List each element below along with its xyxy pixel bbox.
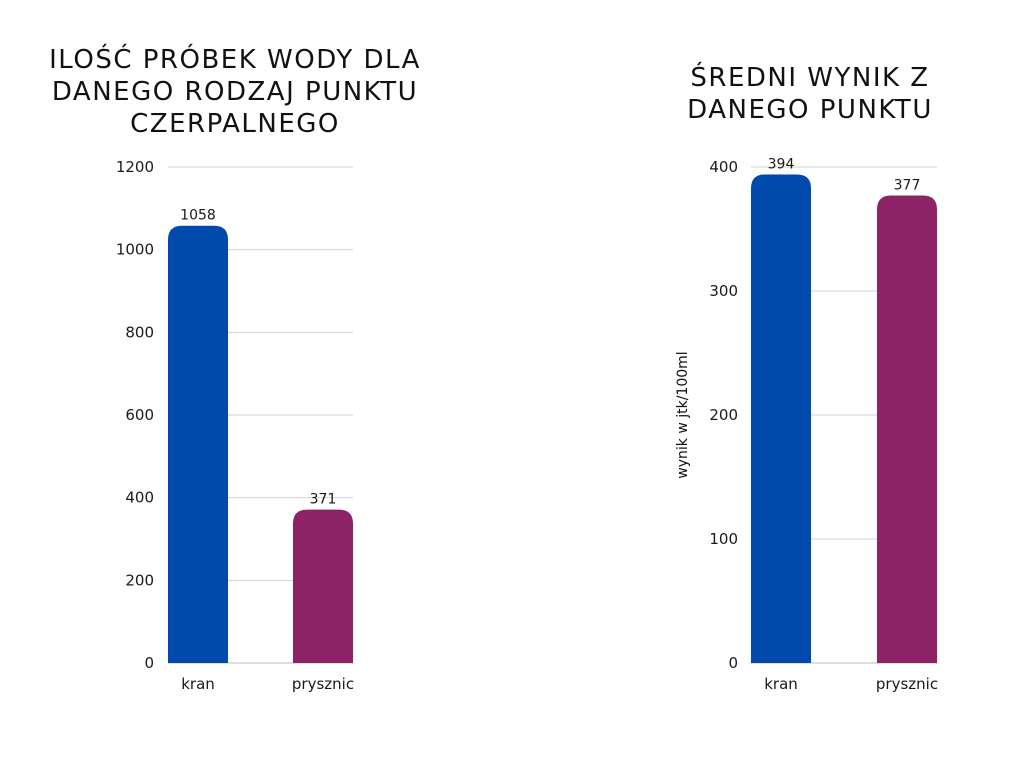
chart-2-y-tick-label: 0	[728, 654, 738, 672]
chart-2-title: ŚREDNI WYNIK Z DANEGO PUNKTU	[687, 63, 933, 125]
chart-2-y-tick-label: 300	[709, 282, 738, 300]
chart-2-y-tick-label: 200	[709, 406, 738, 424]
chart-1-title: ILOŚĆ PRÓBEK WODY DLA DANEGO RODZAJ PUNK…	[49, 45, 421, 139]
chart-1-y-tick-label: 200	[125, 571, 154, 589]
chart-2-category-label-kran: kran	[764, 675, 798, 693]
chart-2-data-label-prysznic: 377	[894, 178, 921, 194]
chart-1-bar-kran	[168, 225, 228, 663]
chart-1-y-tick-label: 1200	[116, 158, 154, 176]
chart-2-y-tick-label: 400	[709, 158, 738, 176]
chart-1-data-label-kran: 1058	[180, 208, 216, 224]
chart-1-data-label-prysznic: 371	[310, 492, 337, 508]
chart-2-bar-kran	[751, 174, 811, 663]
chart-2-y-tick-label: 100	[709, 530, 738, 548]
chart-2-data-label-kran: 394	[768, 156, 795, 172]
chart-1-y-tick-label: 800	[125, 323, 154, 341]
chart-1-y-tick-label: 600	[125, 406, 154, 424]
chart-1-y-tick-label: 1000	[116, 241, 154, 259]
chart-1-category-label-prysznic: prysznic	[292, 675, 354, 693]
chart-1-y-tick-label: 0	[144, 654, 154, 672]
chart-1-category-label-kran: kran	[181, 675, 215, 693]
chart-2-category-label-prysznic: prysznic	[876, 675, 938, 693]
chart-1-y-tick-label: 400	[125, 489, 154, 507]
chart-1-bar-prysznic	[293, 509, 353, 663]
chart-2-bar-prysznic	[877, 195, 937, 663]
